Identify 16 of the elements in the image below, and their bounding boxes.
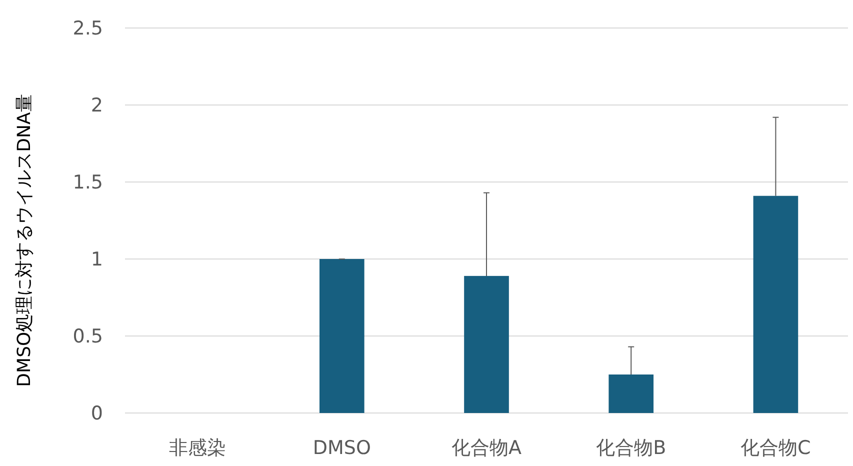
y-tick-label: 1 xyxy=(90,248,103,271)
x-tick-label: 非感染 xyxy=(168,437,226,459)
y-tick-label: 1.5 xyxy=(72,172,103,194)
x-tick-label: DMSO xyxy=(312,437,371,459)
x-tick-label: 化合物C xyxy=(740,437,811,459)
y-tick-label: 0.5 xyxy=(72,326,103,348)
x-tick-label: 化合物A xyxy=(452,437,522,459)
bar xyxy=(319,259,364,413)
bar xyxy=(608,374,654,413)
y-axis-title: DMSO処理に対するウイルスDNA量 xyxy=(14,94,35,387)
bar xyxy=(753,196,798,413)
y-tick-label: 0 xyxy=(90,402,103,425)
x-tick-label: 化合物B xyxy=(596,437,666,459)
y-tick-label: 2.5 xyxy=(72,18,103,40)
y-tick-label: 2 xyxy=(90,94,103,117)
bar xyxy=(464,276,509,413)
